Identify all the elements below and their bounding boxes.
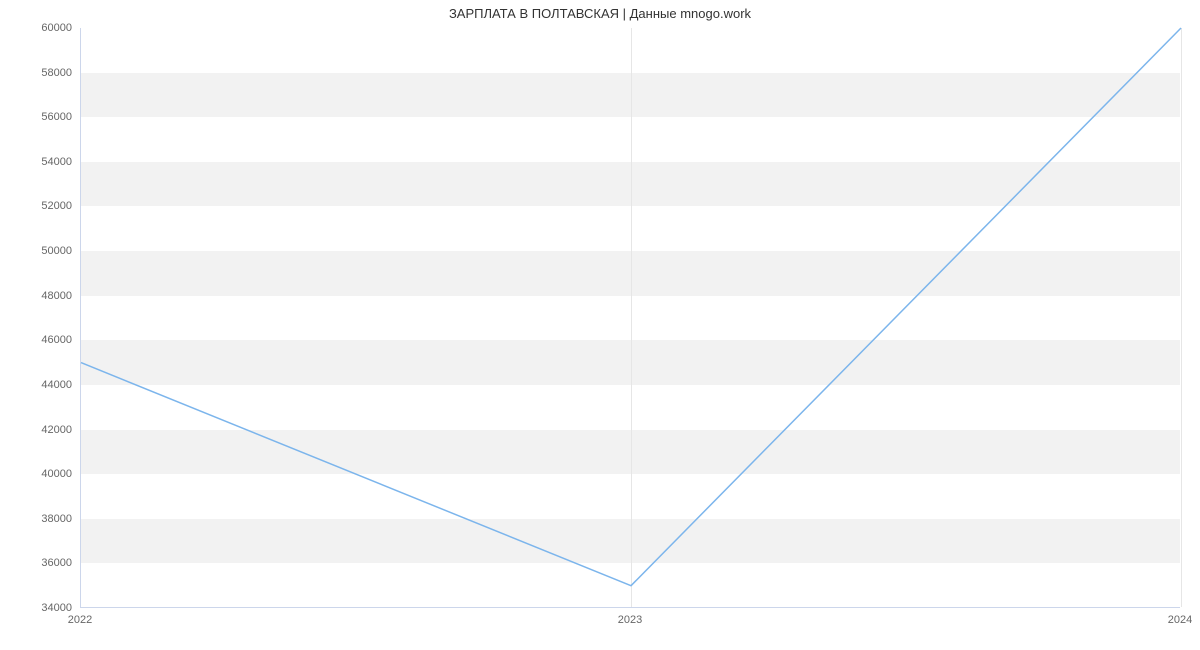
y-axis-label: 50000 <box>0 245 72 257</box>
y-axis-label: 52000 <box>0 200 72 212</box>
chart-title: ЗАРПЛАТА В ПОЛТАВСКАЯ | Данные mnogo.wor… <box>0 6 1200 21</box>
y-axis-label: 46000 <box>0 334 72 346</box>
y-axis-label: 34000 <box>0 602 72 614</box>
series-line <box>81 28 1181 608</box>
y-axis-label: 44000 <box>0 379 72 391</box>
plot-area <box>80 28 1180 608</box>
y-axis-label: 38000 <box>0 513 72 525</box>
salary-chart: ЗАРПЛАТА В ПОЛТАВСКАЯ | Данные mnogo.wor… <box>0 0 1200 650</box>
y-axis-label: 48000 <box>0 290 72 302</box>
y-axis-label: 58000 <box>0 67 72 79</box>
y-axis-label: 40000 <box>0 468 72 480</box>
x-axis-label: 2024 <box>1168 614 1192 626</box>
y-axis-label: 56000 <box>0 111 72 123</box>
x-axis-label: 2023 <box>618 614 642 626</box>
y-axis-label: 60000 <box>0 22 72 34</box>
x-axis-label: 2022 <box>68 614 92 626</box>
y-axis-label: 42000 <box>0 424 72 436</box>
y-axis-label: 36000 <box>0 557 72 569</box>
y-axis-label: 54000 <box>0 156 72 168</box>
vertical-gridline <box>1181 28 1182 607</box>
